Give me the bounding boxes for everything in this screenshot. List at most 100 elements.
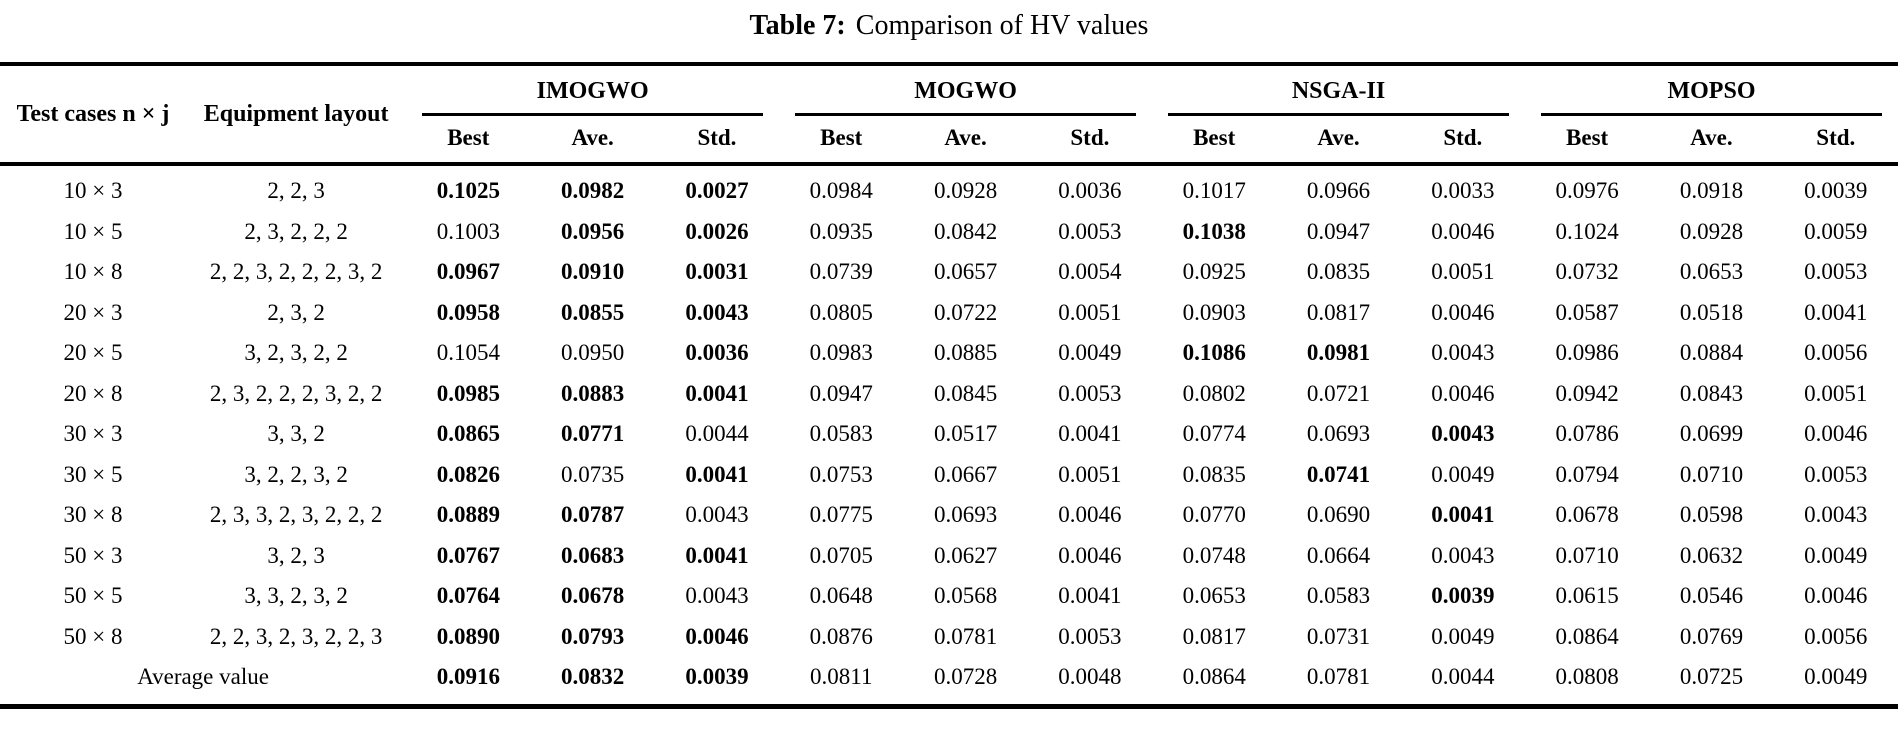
test-case-cell: 20 × 8 [63,380,123,406]
value-cell: 0.0793 [561,623,625,649]
value-cell: 0.0664 [1306,542,1371,568]
test-case-cell: 30 × 5 [63,461,123,487]
value-cell: 0.0769 [1679,623,1744,649]
value-cell: 0.0615 [1555,583,1619,608]
value-cell: 0.0517 [933,421,998,446]
sub-header-ave: Ave. [903,116,1028,166]
table-row: 30 × 5 3, 2, 2, 3, 2 0.0826 0.0735 0.0041 0.0… [0,455,1898,496]
value-cell: 0.0947 [809,380,873,406]
test-case-cell: 10 × 3 [63,178,123,203]
value-cell: 0.0865 [436,421,500,446]
value-cell: 0.0928 [1679,218,1744,244]
value-cell: 0.0748 [1182,542,1246,568]
value-cell: 0.0721 [1306,380,1371,406]
test-case-cell: 10 × 5 [63,218,123,244]
value-cell: 0.0764 [436,583,500,608]
value-cell: 0.0731 [1306,623,1371,649]
value-cell: 0.0046 [1058,502,1122,527]
value-cell: 0.0984 [809,178,873,203]
value-cell: 0.0059 [1804,218,1868,244]
group-header-mopso: MOPSO [1525,64,1898,116]
value-cell: 0.0056 [1804,623,1868,649]
table-row: 20 × 3 2, 3, 2 0.0958 0.0855 0.0043 0.0805 0.0… [0,293,1898,334]
value-cell: 0.0864 [1555,623,1619,649]
table-caption-text: Comparison of HV values [855,10,1149,41]
value-cell: 0.0049 [1804,664,1868,689]
value-cell: 0.0518 [1679,299,1744,325]
value-cell: 0.0808 [1555,664,1619,689]
equipment-layout-cell: 2, 3, 2, 2, 2, 3, 2, 2 [209,380,383,406]
value-cell: 0.0026 [685,218,749,244]
value-cell: 0.0817 [1182,623,1246,649]
value-cell: 0.0942 [1555,380,1619,406]
value-cell: 0.0693 [933,502,998,527]
value-cell: 0.1038 [1182,218,1246,244]
value-cell: 0.0722 [933,299,998,325]
group-header-label: NSGA-II [1168,78,1509,116]
value-cell: 0.0051 [1058,299,1122,325]
value-cell: 0.1054 [436,340,500,365]
sub-header-best: Best [1524,116,1650,166]
value-cell: 0.0928 [933,178,998,203]
value-cell: 0.0956 [561,218,625,244]
value-cell: 0.0802 [1182,380,1246,406]
table-row: 10 × 5 2, 3, 2, 2, 2 0.1003 0.0956 0.0026 0.0… [0,212,1898,253]
value-cell: 0.0043 [685,299,749,325]
value-cell: 0.0048 [1058,664,1122,689]
value-cell: 0.0832 [561,664,625,689]
equipment-layout-cell: 2, 3, 2, 2, 2 [244,218,348,244]
sub-header-row: Best Ave. Std. Best Ave. Std. Best Ave. Std. Best… [0,116,1898,166]
sub-header-ave: Ave. [1649,116,1774,166]
value-cell: 0.0583 [1306,583,1371,608]
value-cell: 0.0725 [1679,664,1744,689]
equipment-layout-cell: 2, 3, 3, 2, 3, 2, 2, 2 [209,502,383,527]
value-cell: 0.0739 [809,259,873,284]
value-cell: 0.0771 [561,421,625,446]
value-cell: 0.0805 [809,299,873,325]
value-cell: 0.0027 [685,178,749,203]
value-cell: 0.1003 [436,218,500,244]
value-cell: 0.0044 [685,421,749,446]
value-cell: 0.0876 [809,623,873,649]
value-cell: 0.0046 [1058,542,1122,568]
value-cell: 0.0049 [1431,623,1495,649]
value-cell: 0.0845 [933,380,998,406]
value-cell: 0.0043 [1804,502,1868,527]
value-cell: 0.0036 [1058,178,1122,203]
value-cell: 0.0046 [1804,583,1868,608]
equipment-layout-cell: 2, 2, 3 [267,178,325,203]
value-cell: 0.0598 [1679,502,1744,527]
value-cell: 0.0657 [933,259,998,284]
value-cell: 0.0889 [436,502,500,527]
sub-header-best: Best [1152,116,1277,166]
value-cell: 0.0925 [1182,259,1246,284]
value-cell: 0.0794 [1555,461,1619,487]
value-cell: 0.0043 [1431,340,1495,365]
sub-header-best: Best [779,116,904,166]
table-row: 30 × 8 2, 3, 3, 2, 3, 2, 2, 2 0.0889 0.0787… [0,495,1898,536]
value-cell: 0.0041 [685,542,749,568]
value-cell: 0.0835 [1182,461,1246,487]
table-body: 10 × 3 2, 2, 3 0.1025 0.0982 0.0027 0.0984 0.0… [0,164,1898,707]
value-cell: 0.0568 [933,583,998,608]
value-cell: 0.0039 [1804,178,1868,203]
value-cell: 0.0046 [1431,380,1495,406]
value-cell: 0.0775 [809,502,873,527]
value-cell: 0.0043 [1431,542,1495,568]
value-cell: 0.0983 [809,340,873,365]
test-case-cell: 20 × 3 [63,299,123,325]
value-cell: 0.1086 [1182,340,1246,365]
value-cell: 0.0046 [1804,421,1868,446]
value-cell: 0.0735 [561,461,625,487]
column-header-equipment-layout: Equipment layout [186,64,407,166]
value-cell: 0.0031 [685,259,749,284]
value-cell: 0.0039 [1431,583,1495,608]
value-cell: 0.0678 [1555,502,1619,527]
value-cell: 0.0053 [1804,461,1868,487]
value-cell: 0.0710 [1679,461,1744,487]
value-cell: 0.0046 [685,623,749,649]
value-cell: 0.0587 [1555,299,1619,325]
value-cell: 0.0056 [1804,340,1868,365]
value-cell: 0.0690 [1306,502,1371,527]
